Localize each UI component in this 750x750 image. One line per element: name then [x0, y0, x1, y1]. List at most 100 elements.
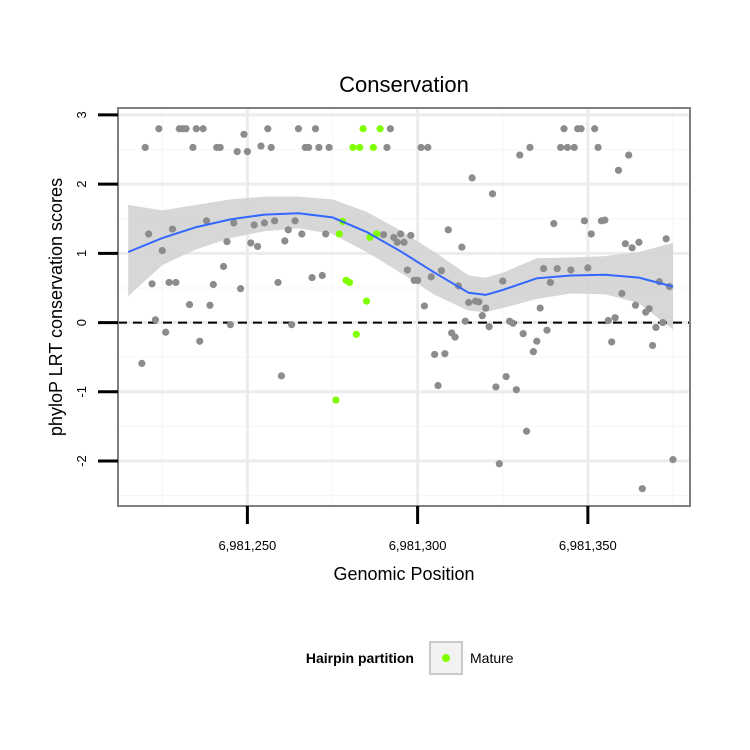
- data-point: [379, 231, 388, 239]
- data-point: [529, 348, 537, 356]
- data-point: [172, 278, 180, 287]
- data-point: [216, 143, 224, 152]
- data-point: [631, 301, 640, 309]
- data-point: [509, 319, 517, 327]
- data-point: [318, 271, 326, 280]
- data-point: [148, 280, 156, 288]
- data-point: [635, 238, 643, 246]
- data-point: [567, 266, 575, 274]
- data-point: [284, 226, 292, 234]
- data-point: [420, 302, 429, 310]
- data-point: [308, 273, 316, 282]
- data-point: [519, 330, 527, 338]
- y-tick-label: 0: [74, 319, 89, 326]
- data-point: [458, 243, 466, 251]
- data-point: [427, 273, 435, 281]
- data-point: [260, 219, 269, 227]
- data-point: [138, 359, 146, 368]
- data-point: [182, 125, 190, 133]
- chart-title: Conservation: [339, 72, 469, 97]
- data-point: [400, 238, 408, 246]
- data-point: [291, 217, 299, 225]
- data-point: [553, 264, 561, 273]
- data-point: [495, 460, 503, 468]
- data-point: [608, 338, 616, 346]
- data-point: [226, 321, 234, 329]
- data-point: [403, 266, 412, 274]
- data-point: [141, 143, 149, 152]
- data-point: [162, 328, 170, 336]
- data-point: [499, 277, 507, 285]
- y-tick-label: 1: [74, 250, 89, 257]
- legend-label-mature: Mature: [470, 650, 514, 666]
- data-point: [209, 280, 217, 289]
- data-point: [659, 318, 667, 327]
- data-point: [393, 238, 401, 246]
- data-points: [138, 125, 677, 493]
- data-point: [611, 314, 619, 322]
- data-point: [305, 143, 313, 152]
- data-point: [516, 151, 524, 159]
- data-point: [206, 301, 214, 309]
- data-point: [424, 143, 432, 152]
- data-point: [638, 485, 646, 493]
- data-point: [563, 143, 572, 152]
- data-point: [451, 333, 459, 341]
- data-point: [502, 372, 510, 381]
- data-point-mature: [349, 143, 357, 152]
- data-point: [192, 125, 200, 133]
- x-tick-label: 6,981,300: [389, 538, 447, 553]
- y-tick-label: -2: [74, 455, 89, 467]
- data-point: [264, 125, 272, 133]
- data-point: [386, 125, 394, 133]
- data-point: [580, 217, 589, 225]
- data-point: [151, 316, 160, 324]
- data-point: [628, 244, 636, 252]
- data-point-mature: [332, 396, 340, 404]
- panel-border: [117, 107, 691, 507]
- data-point: [662, 235, 670, 243]
- data-point: [168, 225, 177, 233]
- data-point: [560, 125, 568, 133]
- data-point: [311, 125, 320, 133]
- data-point: [247, 239, 255, 247]
- data-point: [325, 143, 333, 152]
- x-axis-title: Genomic Position: [333, 564, 474, 584]
- data-point: [625, 151, 633, 159]
- data-point: [604, 316, 612, 325]
- data-point: [199, 125, 207, 133]
- data-point: [614, 166, 623, 174]
- data-point: [267, 143, 275, 152]
- data-point: [236, 285, 245, 293]
- data-point: [550, 219, 558, 228]
- data-point-mature: [369, 143, 377, 152]
- data-point: [577, 125, 585, 133]
- data-point: [315, 143, 323, 152]
- data-point: [465, 298, 473, 307]
- data-point-mature: [335, 230, 343, 238]
- data-point: [383, 143, 391, 152]
- y-tick-label: 2: [74, 180, 89, 187]
- data-point-mature: [376, 125, 384, 133]
- data-point: [618, 289, 626, 298]
- data-point-mature: [362, 297, 371, 305]
- data-point: [417, 143, 425, 152]
- y-tick-label: -1: [74, 386, 89, 398]
- data-point-mature: [359, 125, 367, 133]
- data-point: [230, 219, 238, 227]
- data-point: [543, 326, 551, 334]
- data-point: [322, 230, 330, 238]
- data-point: [539, 264, 548, 273]
- data-point: [185, 300, 194, 309]
- data-point: [648, 341, 657, 350]
- data-point: [478, 312, 486, 320]
- data-point: [621, 240, 629, 248]
- y-axis: -2 -1 0 1 2 3: [74, 111, 118, 467]
- data-point: [277, 372, 286, 380]
- x-tick-label: 6,981,250: [218, 538, 276, 553]
- data-point: [546, 278, 555, 287]
- data-point: [196, 337, 204, 345]
- confidence-ribbon: [128, 196, 673, 330]
- data-point: [155, 125, 163, 133]
